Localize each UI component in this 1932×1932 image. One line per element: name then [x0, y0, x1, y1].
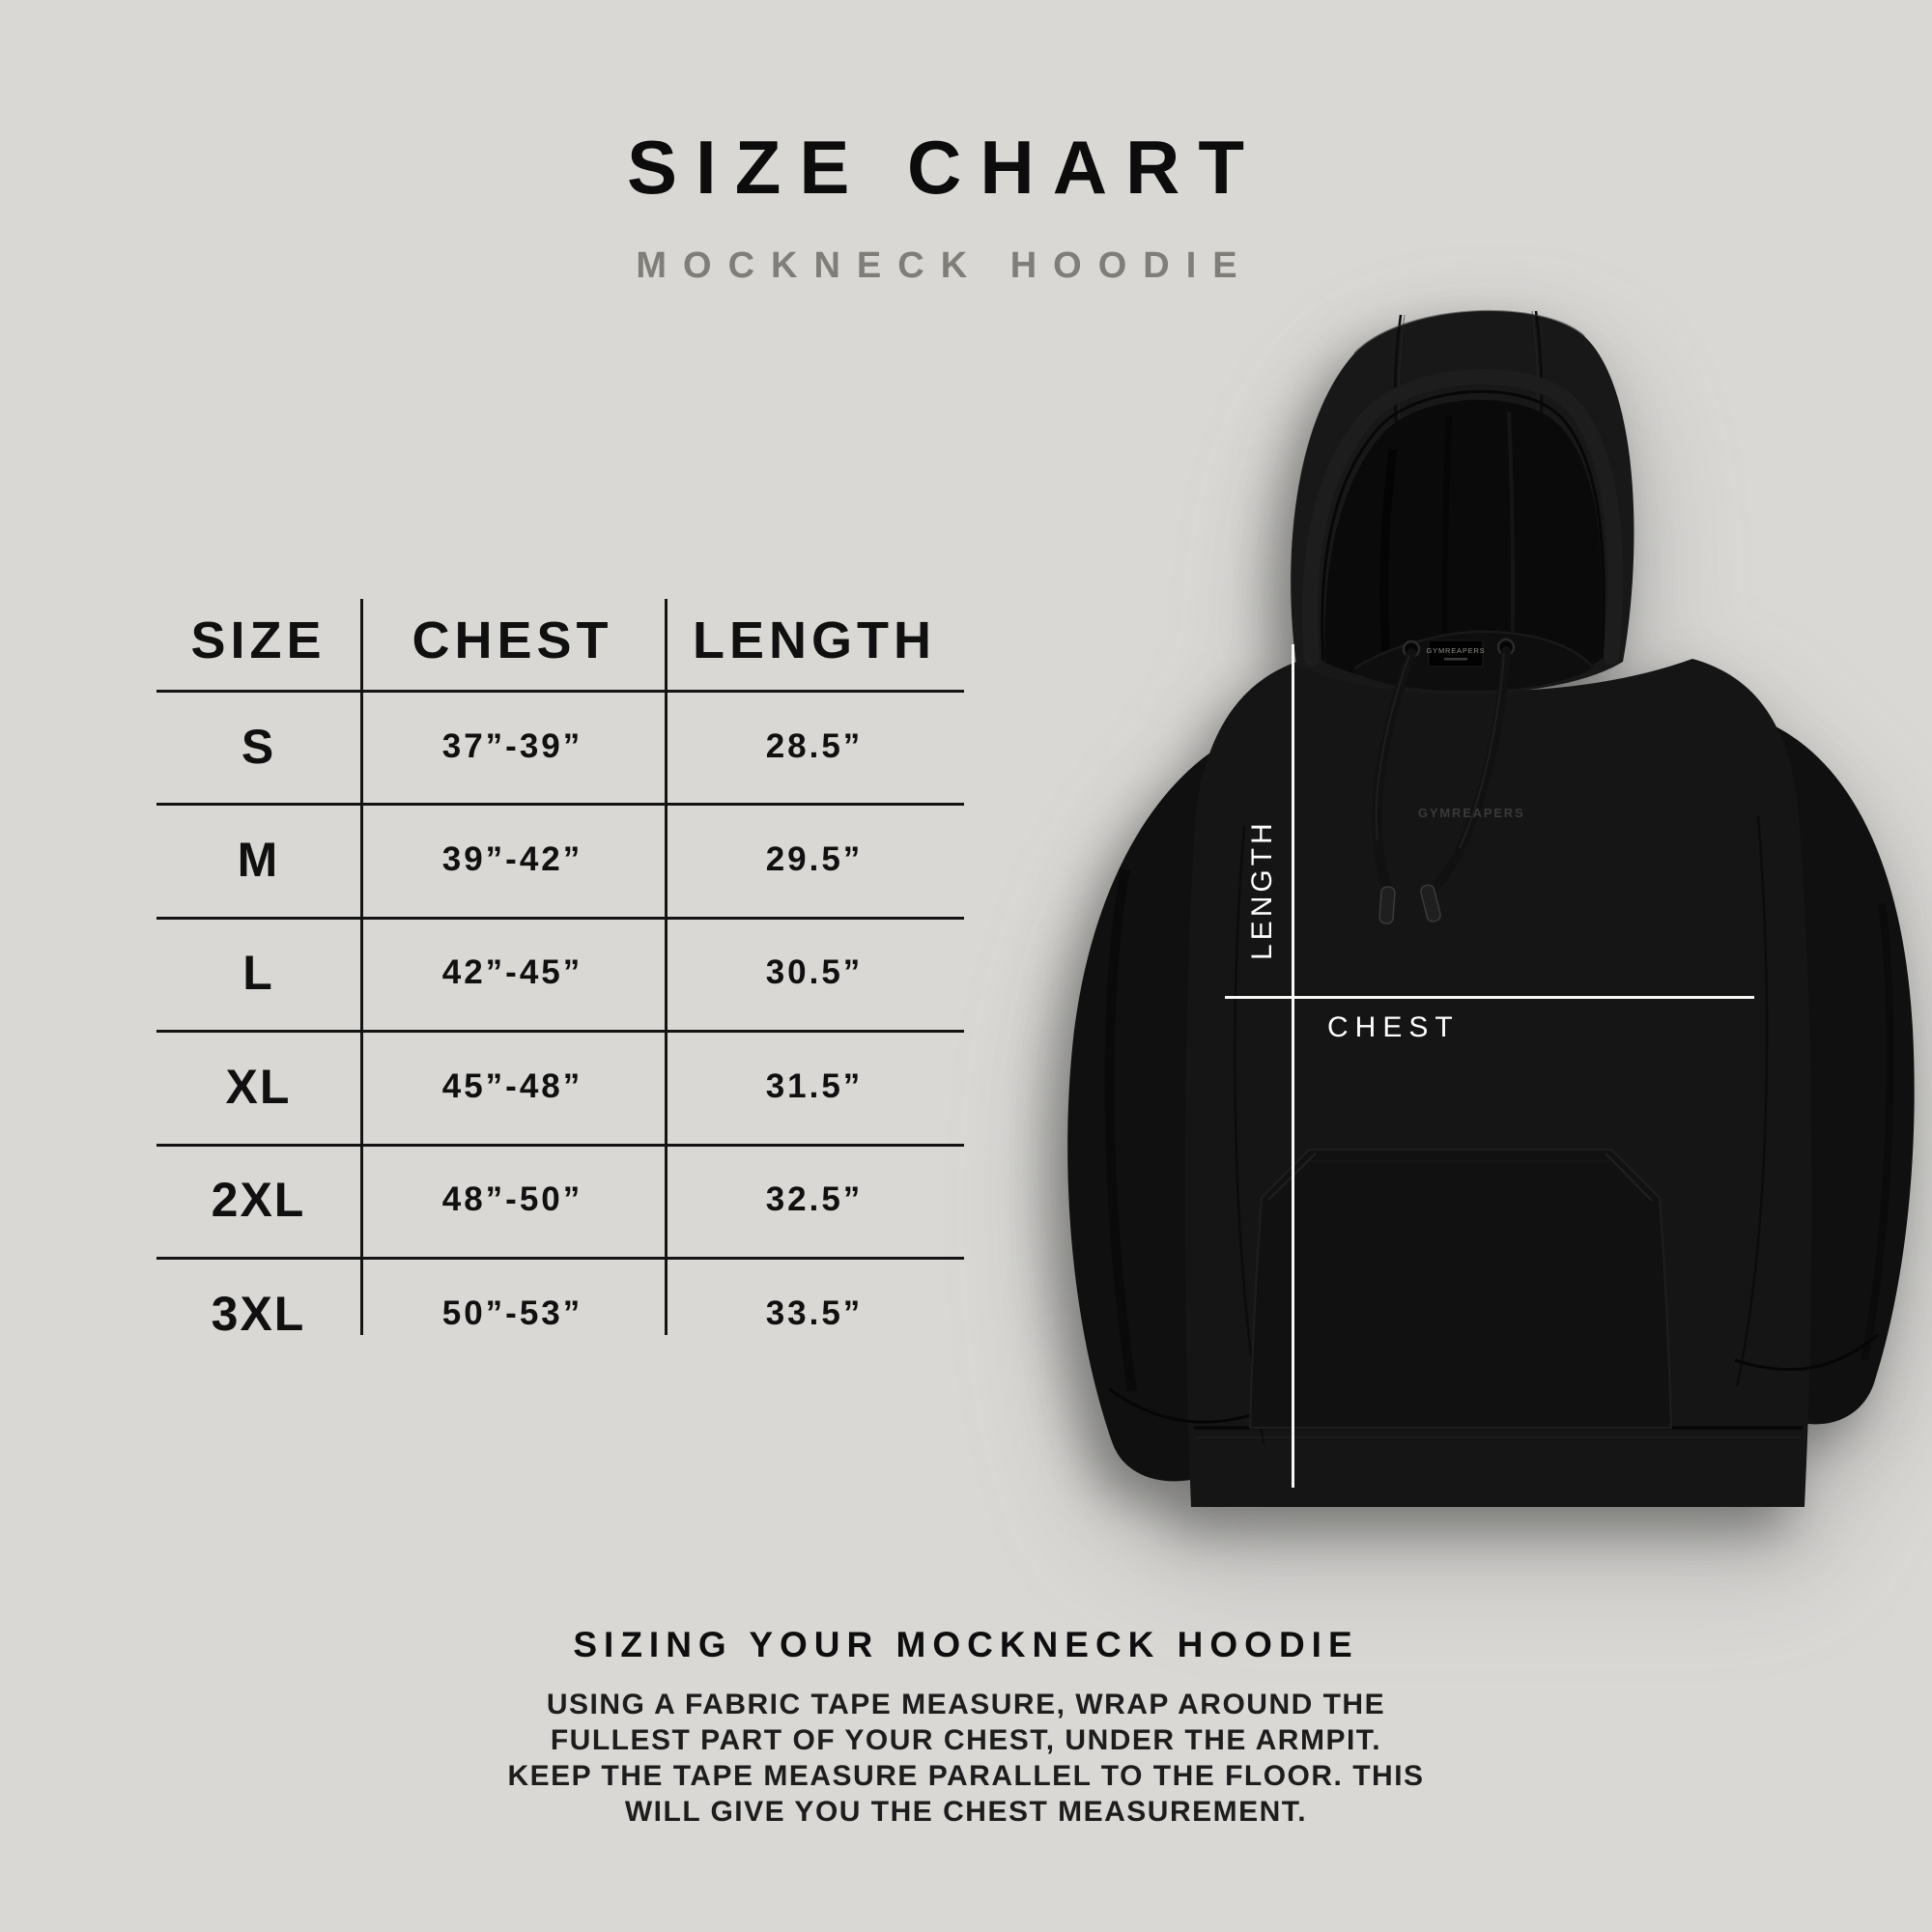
cell-chest: 48”-50” — [441, 1180, 583, 1219]
chest-logo-text: GYMREAPERS — [1418, 806, 1524, 820]
chest-measure-line — [1225, 996, 1754, 999]
cell-length: 28.5” — [765, 726, 864, 765]
table-divider — [156, 916, 964, 920]
cell-chest: 42”-45” — [441, 953, 583, 992]
table-divider — [156, 1030, 964, 1034]
footer-line: KEEP THE TAPE MEASURE PARALLEL TO THE FL… — [507, 1760, 1425, 1792]
page-subtitle: MOCKNECK HOODIE — [636, 245, 1254, 286]
footer-line: WILL GIVE YOU THE CHEST MEASUREMENT. — [624, 1796, 1308, 1828]
cell-size: XL — [225, 1059, 292, 1114]
table-row: L 42”-45” 30.5” — [156, 917, 964, 1030]
page-title: SIZE CHART — [627, 125, 1263, 210]
table-divider — [156, 1143, 964, 1147]
cell-length: 29.5” — [765, 840, 864, 879]
table-row: XL 45”-48” 31.5” — [156, 1030, 964, 1143]
cell-size: M — [237, 833, 280, 888]
cell-length: 32.5” — [765, 1180, 864, 1219]
footer-heading: SIZING YOUR MOCKNECK HOODIE — [573, 1625, 1359, 1664]
table-divider — [665, 599, 668, 1335]
col-header-chest: CHEST — [412, 611, 613, 669]
drawstring-aglet — [1420, 884, 1441, 923]
neck-label — [1428, 639, 1484, 668]
drawstring-aglet — [1378, 886, 1396, 924]
footer-instructions: USING A FABRIC TAPE MEASURE, WRAP AROUND… — [435, 1687, 1497, 1830]
table-row: S 37”-39” 28.5” — [156, 690, 964, 803]
cell-length: 33.5” — [765, 1293, 864, 1332]
cell-size: 3XL — [211, 1286, 306, 1341]
size-table: SIZE CHEST LENGTH S 37”-39” 28.5” M 39”-… — [156, 591, 964, 1374]
cell-chest: 37”-39” — [441, 726, 583, 765]
cell-length: 30.5” — [765, 953, 864, 992]
cell-size: L — [242, 946, 274, 1001]
length-measure-line — [1292, 644, 1294, 1488]
cell-chest: 39”-42” — [441, 840, 583, 879]
cell-length: 31.5” — [765, 1066, 864, 1105]
table-row: 2XL 48”-50” 32.5” — [156, 1144, 964, 1257]
table-row: 3XL 50”-53” 33.5” — [156, 1257, 964, 1370]
table-row: M 39”-42” 29.5” — [156, 803, 964, 916]
footer-line: USING A FABRIC TAPE MEASURE, WRAP AROUND… — [546, 1689, 1386, 1720]
cell-size: 2XL — [211, 1173, 306, 1228]
col-header-size: SIZE — [190, 611, 327, 669]
size-table-header-row: SIZE CHEST LENGTH — [156, 591, 964, 690]
hoodie-photo: GYMREAPERS GYMREAPERS — [1034, 280, 1932, 1526]
table-divider — [360, 599, 363, 1335]
table-divider — [156, 803, 964, 807]
cell-chest: 45”-48” — [441, 1066, 583, 1105]
table-divider — [156, 690, 964, 693]
neck-label-text: GYMREAPERS — [1427, 646, 1486, 655]
cell-size: S — [241, 719, 276, 774]
length-label: LENGTH — [1246, 819, 1278, 960]
chest-label: CHEST — [1327, 1011, 1460, 1043]
table-divider — [156, 1257, 964, 1260]
col-header-length: LENGTH — [693, 611, 936, 669]
footer-line: FULLEST PART OF YOUR CHEST, UNDER THE AR… — [550, 1724, 1382, 1756]
hoodie-illustration: GYMREAPERS GYMREAPERS — [1067, 309, 1915, 1507]
size-table-body: S 37”-39” 28.5” M 39”-42” 29.5” L 42”-45… — [156, 690, 964, 1370]
drawstring — [1428, 646, 1511, 894]
cell-chest: 50”-53” — [441, 1293, 583, 1332]
